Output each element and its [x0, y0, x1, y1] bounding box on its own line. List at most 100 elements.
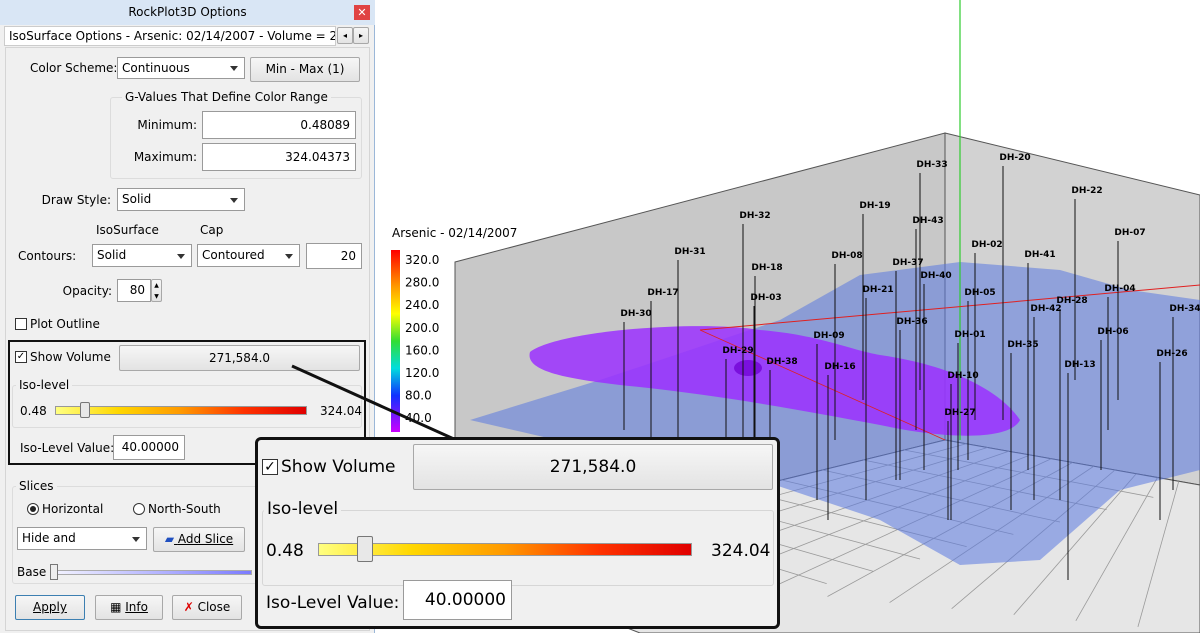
- drill-hole-label: DH-05: [964, 288, 995, 298]
- drill-hole-label: DH-09: [813, 331, 844, 341]
- base-slider[interactable]: [52, 570, 252, 575]
- iso-surface: [529, 326, 1020, 436]
- cap-dropdown[interactable]: Contoured: [197, 244, 300, 267]
- legend-label: 280.0: [405, 276, 439, 290]
- grid-line: [1013, 473, 1137, 616]
- radio-label: Horizontal: [42, 502, 104, 516]
- column-header: Cap: [200, 223, 224, 237]
- slider-thumb[interactable]: [50, 564, 58, 580]
- color-scheme-dropdown[interactable]: Continuous: [117, 57, 245, 79]
- slider-min: 0.48: [20, 404, 47, 418]
- tab-scroll-right[interactable]: ▸: [353, 27, 369, 44]
- slider-max: 324.04: [711, 541, 771, 561]
- drill-hole-label: DH-34: [1169, 304, 1200, 314]
- contour-count-input[interactable]: 20: [306, 243, 362, 269]
- column-header: IsoSurface: [96, 223, 159, 237]
- slice-mode-dropdown[interactable]: Hide and: [17, 527, 147, 550]
- drill-hole-label: DH-01: [954, 330, 985, 340]
- group-title: G-Values That Define Color Range: [122, 90, 331, 104]
- drill-hole-label: DH-13: [1064, 360, 1095, 370]
- checkbox[interactable]: ✓: [15, 351, 27, 363]
- drill-hole-label: DH-19: [859, 201, 890, 211]
- draw-style-dropdown[interactable]: Solid: [117, 188, 245, 211]
- tab-content: [5, 47, 370, 631]
- legend-colorbar: [391, 250, 400, 432]
- iso-slider-track[interactable]: [318, 543, 692, 556]
- x-axis-line: [699, 284, 1200, 331]
- iso-level-input[interactable]: 40.00000: [403, 580, 512, 620]
- drill-hole-label: DH-33: [916, 160, 947, 170]
- drill-hole-label: DH-38: [766, 357, 797, 367]
- close-button[interactable]: ✗ Close: [172, 595, 242, 620]
- opacity-input[interactable]: 80: [117, 279, 151, 302]
- iso-level-input[interactable]: 40.00000: [113, 435, 185, 460]
- group-title: Iso-level: [264, 499, 342, 519]
- drill-hole-label: DH-30: [620, 309, 651, 319]
- legend-label: 200.0: [405, 321, 439, 335]
- drill-hole-label: DH-03: [750, 293, 781, 303]
- group-title: Slices: [16, 479, 57, 493]
- group-box: [262, 510, 774, 586]
- drill-hole-label: DH-10: [947, 371, 978, 381]
- slider-thumb[interactable]: [357, 536, 373, 562]
- label: Draw Style:: [41, 193, 111, 207]
- close-window[interactable]: ✕: [354, 5, 370, 20]
- add-slice-button[interactable]: ▰ Add Slice: [153, 527, 245, 552]
- drill-hole-label: DH-17: [647, 288, 678, 298]
- grid-line: [1075, 477, 1158, 622]
- checkbox[interactable]: [15, 318, 27, 330]
- opacity-spinner[interactable]: ▲ ▼: [151, 279, 162, 302]
- drill-hole-label: DH-43: [912, 216, 943, 226]
- drill-hole-label: DH-21: [862, 285, 893, 295]
- drill-hole-label: DH-16: [824, 362, 855, 372]
- legend-label: 120.0: [405, 366, 439, 380]
- isosurface-dropdown[interactable]: Solid: [92, 244, 192, 267]
- drill-hole-label: DH-27: [944, 408, 975, 418]
- drill-hole-label: DH-42: [1030, 304, 1061, 314]
- volume-button[interactable]: 271,584.0: [413, 444, 773, 490]
- drill-hole-label: DH-18: [751, 263, 782, 273]
- maximum-input[interactable]: 324.04373: [202, 143, 356, 171]
- drill-hole-label: DH-31: [674, 247, 705, 257]
- label: Base: [17, 565, 47, 579]
- x-axis-line: [699, 329, 946, 441]
- legend-label: 80.0: [405, 389, 432, 403]
- checkbox-label: Plot Outline: [30, 317, 100, 331]
- tab-label: IsoSurface Options - Arsenic: 02/14/2007…: [9, 29, 336, 43]
- drill-hole-label: DH-02: [971, 240, 1002, 250]
- grid-line: [1137, 481, 1180, 628]
- checkbox[interactable]: ✓: [262, 459, 278, 475]
- label: Contours:: [18, 249, 77, 263]
- window-title: RockPlot3D Options: [128, 5, 247, 19]
- min-max-button[interactable]: Min - Max (1): [250, 57, 360, 82]
- checkbox-label: Show Volume: [30, 350, 111, 364]
- drill-holes: DH-33 DH-20 DH-22 DH-19 DH-32 DH-43 DH-07 DH-31…: [620, 153, 1200, 580]
- drill-hole-label: DH-28: [1056, 296, 1087, 306]
- drill-hole-label: DH-04: [1104, 284, 1135, 294]
- radio[interactable]: [133, 503, 145, 515]
- tab[interactable]: IsoSurface Options - Arsenic: 02/14/2007…: [4, 26, 336, 46]
- drill-hole-label: DH-06: [1097, 327, 1128, 337]
- label: Color Scheme:: [30, 61, 118, 75]
- drill-hole-label: DH-26: [1156, 349, 1187, 359]
- legend-title: Arsenic - 02/14/2007: [392, 226, 517, 240]
- label: Maximum:: [133, 150, 197, 164]
- drill-hole-label: DH-35: [1007, 340, 1038, 350]
- minimum-input[interactable]: 0.48089: [202, 111, 356, 139]
- apply-button[interactable]: Apply: [15, 595, 85, 620]
- title-bar: RockPlot3D Options ✕: [0, 0, 375, 25]
- group-title: Iso-level: [16, 378, 73, 392]
- drill-hole-label: DH-36: [896, 317, 927, 327]
- drill-hole-label: DH-22: [1071, 186, 1102, 196]
- drill-hole-label: DH-07: [1114, 228, 1145, 238]
- tab-scroll-left[interactable]: ◂: [337, 27, 353, 44]
- legend-label: 40.0: [405, 411, 432, 425]
- slider-thumb[interactable]: [80, 402, 90, 418]
- radio[interactable]: [27, 503, 39, 515]
- info-button[interactable]: ▦ Info: [95, 595, 163, 620]
- button-label: Add Slice: [177, 532, 234, 546]
- legend-labels: 320.0 280.0 240.0 200.0 160.0 120.0 80.0 40.0: [405, 253, 439, 425]
- slider-min: 0.48: [266, 541, 304, 561]
- drill-hole-label: DH-08: [831, 251, 862, 261]
